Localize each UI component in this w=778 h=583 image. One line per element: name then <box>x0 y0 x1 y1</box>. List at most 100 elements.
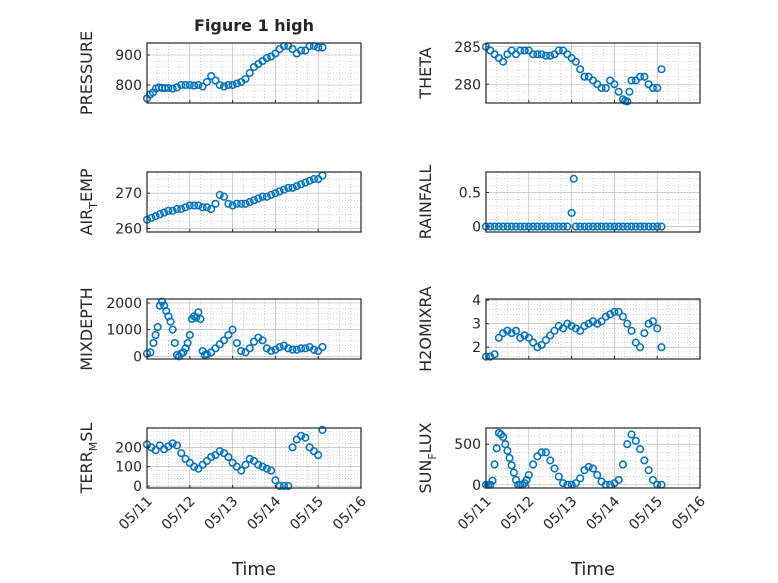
data-point <box>614 222 623 231</box>
y-axis-label-main: RAINFALL <box>416 165 435 240</box>
data-point <box>597 83 606 93</box>
y-tick-label: 100 <box>115 460 142 476</box>
data-point <box>309 345 318 354</box>
data-point <box>537 50 546 59</box>
y-tick-label: 800 <box>115 78 142 94</box>
data-point <box>168 84 177 93</box>
data-point <box>541 51 550 60</box>
data-point <box>554 222 563 231</box>
data-point <box>194 80 203 90</box>
data-point <box>529 338 538 347</box>
data-point <box>219 192 229 201</box>
data-point <box>170 338 179 348</box>
y-tick-label: 0 <box>133 349 142 365</box>
y-tick-label: 2 <box>472 340 481 356</box>
data-point <box>241 460 250 469</box>
data-point <box>648 475 657 484</box>
data-point <box>537 340 546 349</box>
data-point <box>279 482 289 491</box>
data-point <box>258 462 267 471</box>
data-point <box>494 333 503 342</box>
data-point <box>149 338 158 348</box>
y-axis-label: RAINFALL <box>416 165 435 240</box>
data-point <box>554 322 563 331</box>
data-point <box>177 80 186 90</box>
data-point <box>157 297 167 306</box>
y-tick-label: 900 <box>115 48 142 64</box>
data-point <box>297 431 306 440</box>
y-tick-label: 200 <box>115 440 142 456</box>
y-axis-label: H2OMIXRA <box>416 286 435 372</box>
y-axis-label-subscript: F <box>426 453 439 459</box>
data-point <box>640 222 649 231</box>
data-point <box>618 312 628 321</box>
data-point <box>522 475 531 484</box>
data-point <box>151 446 160 455</box>
data-point <box>550 326 559 335</box>
x-tick-label: 05/14 <box>244 493 284 533</box>
data-point <box>262 192 271 201</box>
data-point <box>576 222 585 231</box>
data-point <box>563 319 572 328</box>
data-point <box>190 462 199 471</box>
data-point <box>314 451 323 460</box>
axes-frame <box>485 42 701 104</box>
data-point <box>237 199 246 208</box>
data-point <box>228 325 237 334</box>
data-point <box>627 326 636 335</box>
data-point <box>215 447 224 456</box>
x-tick-label: 05/15 <box>626 494 666 534</box>
data-point <box>499 329 508 338</box>
data-point <box>597 222 606 231</box>
data-point <box>309 175 318 184</box>
data-point <box>267 346 276 356</box>
data-point <box>529 50 538 59</box>
data-point <box>228 201 237 210</box>
data-point <box>618 460 628 469</box>
data-point <box>219 82 229 91</box>
data-point <box>219 336 229 345</box>
axes-frame <box>146 298 362 360</box>
data-point <box>292 345 301 354</box>
data-point <box>224 80 233 90</box>
data-point <box>584 462 593 471</box>
data-point <box>601 222 610 231</box>
data-point <box>653 324 662 333</box>
data-point <box>507 222 516 231</box>
data-point <box>279 185 289 194</box>
data-point <box>215 190 224 199</box>
data-point <box>606 222 615 231</box>
subplot-3: 260 270 AIRTEMP <box>77 168 362 237</box>
data-point <box>533 222 542 231</box>
data-point <box>202 203 211 212</box>
data-point <box>627 430 636 439</box>
data-point <box>284 183 293 192</box>
data-point <box>177 205 186 214</box>
data-point <box>297 46 306 55</box>
data-point <box>558 479 568 488</box>
axes-frame <box>485 427 701 489</box>
data-point <box>151 330 160 340</box>
data-point <box>601 83 610 93</box>
data-point <box>172 205 182 214</box>
data-point <box>636 222 645 231</box>
data-point <box>499 222 508 231</box>
data-point <box>593 319 602 328</box>
subplot-6: 2 3 4 H2OMIXRA <box>416 286 701 372</box>
data-point <box>494 222 503 231</box>
data-point <box>584 319 593 328</box>
data-point <box>546 51 555 60</box>
subplot-4: 0 0.5 RAINFALL <box>416 165 701 240</box>
x-tick-label: 05/12 <box>498 494 538 534</box>
data-point <box>181 80 190 90</box>
data-point <box>571 479 580 488</box>
data-point <box>597 317 606 326</box>
data-point <box>297 180 306 189</box>
figure-title: Figure 1 high <box>194 16 314 35</box>
data-point <box>147 213 156 222</box>
x-tick-label: 05/11 <box>455 494 495 534</box>
y-tick-label: 0.5 <box>459 185 481 201</box>
data-point <box>224 330 233 340</box>
data-point <box>623 97 632 106</box>
